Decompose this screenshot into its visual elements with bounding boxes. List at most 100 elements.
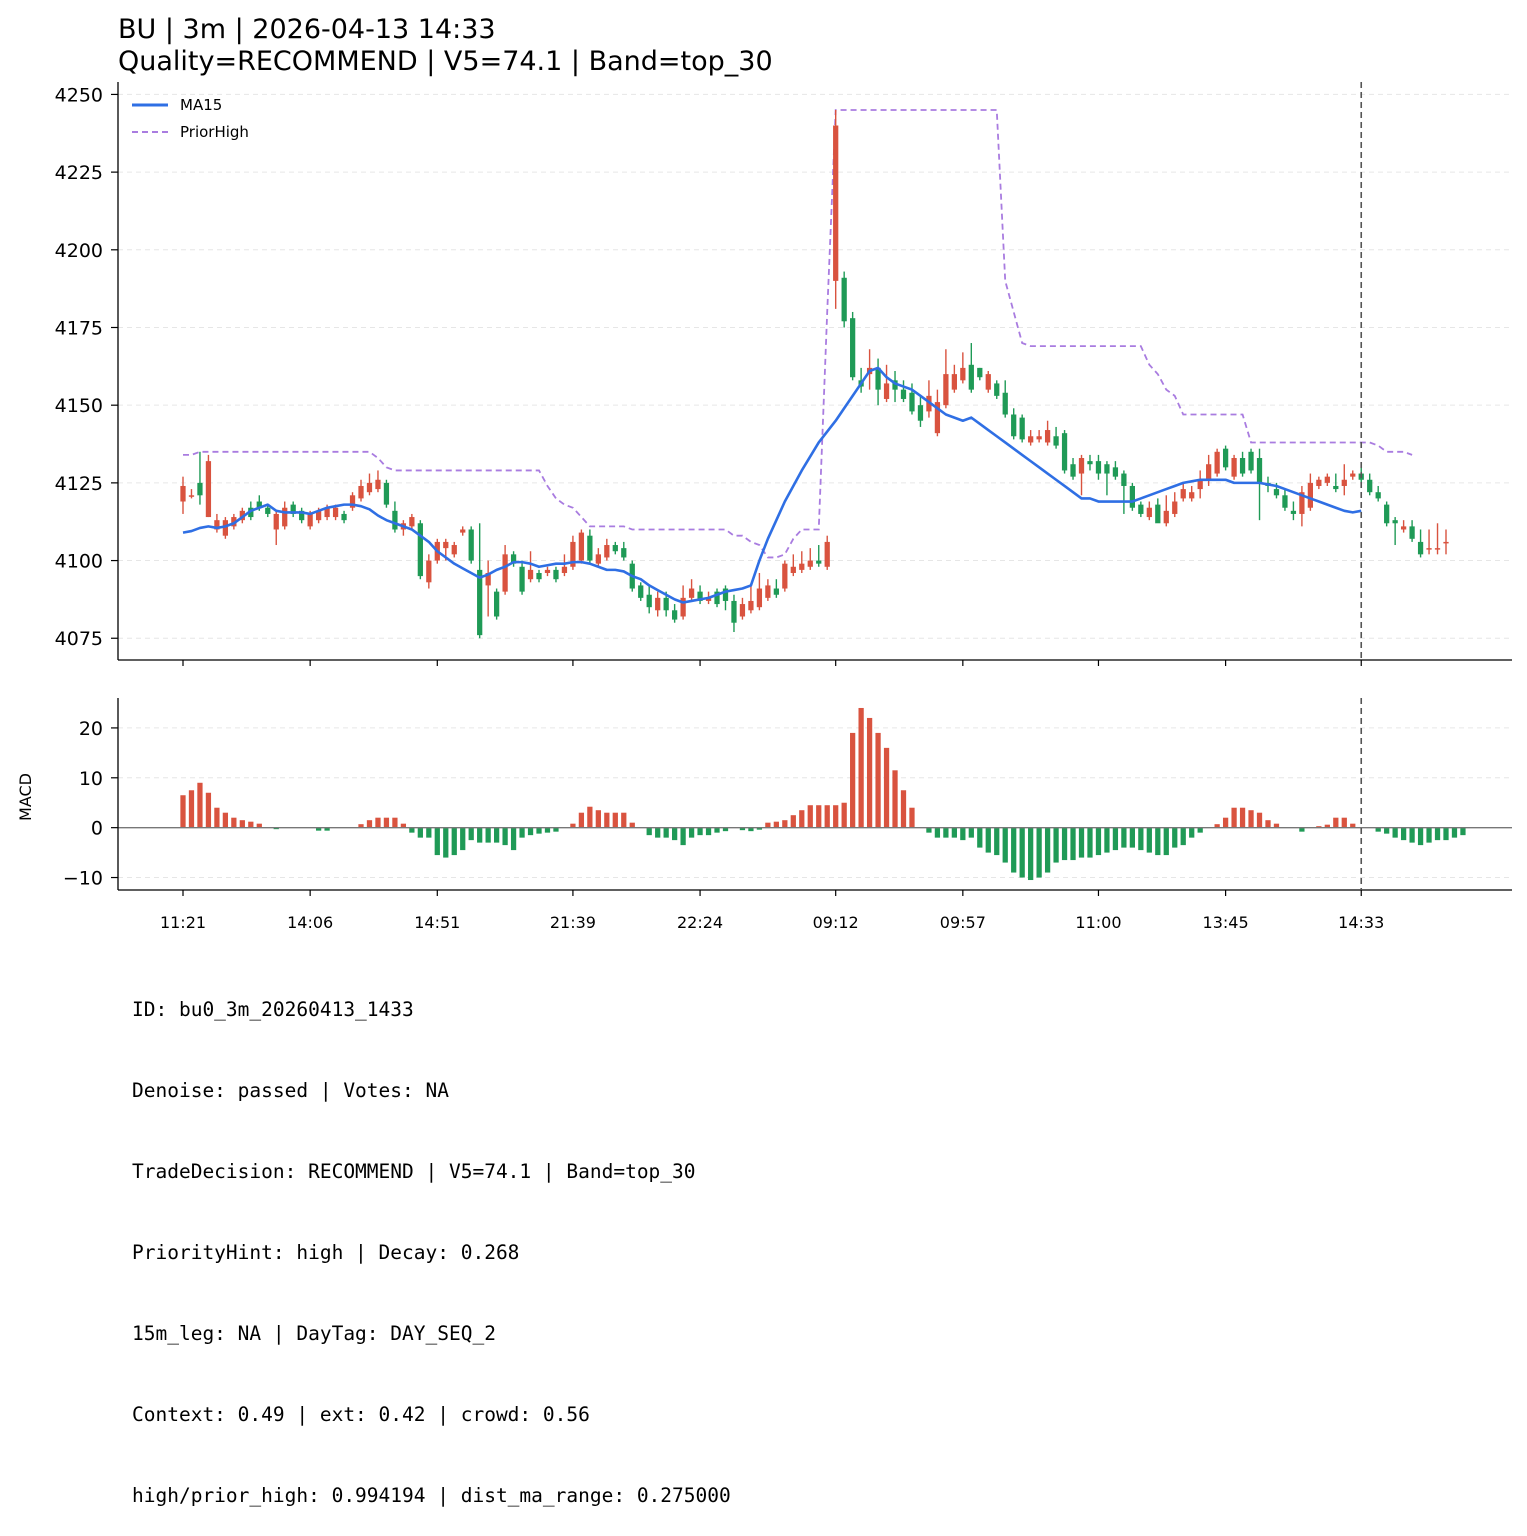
candle-body [256,501,262,508]
macd-bar [188,790,195,828]
candle-body [358,485,364,499]
macd-bar [977,827,983,848]
candle-body [688,588,695,598]
candle-body [943,374,949,406]
candle [1061,430,1068,474]
macd-bar [315,827,322,831]
info-priority: PriorityHint: high | Decay: 0.268 [132,1241,520,1264]
macd-bar [960,827,966,841]
candle-body [1206,464,1212,480]
macd-bar [1155,827,1161,856]
macd-bar [782,820,788,828]
macd-bar [1163,827,1169,856]
candle [1053,426,1059,449]
macd-bar [1002,827,1008,863]
macd-bar [1392,827,1398,838]
macd-bar [841,802,847,828]
candle-body [680,597,686,617]
macd-y-tick-label: 10 [79,768,103,790]
candle-body [214,520,220,530]
candle-body [1197,479,1203,490]
candle [502,545,508,595]
candle [824,535,830,570]
candle [273,510,279,546]
candle-body [1028,436,1034,443]
candle [1206,454,1212,486]
candle-body [1078,458,1085,474]
candle [1282,489,1288,511]
candle-body [1180,489,1186,499]
macd-bar [1443,827,1449,841]
candle [570,535,576,570]
candle [1316,476,1322,490]
candle [883,364,890,403]
macd-bar [985,827,991,853]
candle [561,554,568,577]
legend-priorhigh-label: PriorHigh [180,123,249,141]
candle [722,585,729,611]
candle-body [1409,526,1415,539]
candle-body [1214,451,1220,474]
candle-body [646,594,652,608]
macd-bar [663,827,669,838]
candle-body [799,563,805,570]
macd-bar [765,822,771,828]
candle [299,507,305,524]
candle [697,585,703,605]
macd-bar [875,732,881,828]
candle-body [341,513,347,521]
candle [1443,529,1449,555]
candle [765,579,771,601]
candle [1087,454,1093,471]
candle [731,594,737,633]
candle-body [1053,436,1059,446]
candle-body [510,554,517,564]
x-tick-label: 13:45 [1203,913,1249,932]
candle-body [1070,464,1076,477]
candle-body [816,560,822,564]
macd-bar [900,790,907,828]
candle-body [1426,548,1432,550]
candle-body [1282,495,1288,508]
candle-body [1129,485,1135,508]
candle [290,501,296,518]
candle [1078,454,1085,496]
price-y-tick-label: 4075 [55,628,103,650]
candle [1350,470,1356,480]
candle-body [883,383,890,399]
candle-body [222,520,229,536]
candle-body [1061,433,1068,471]
candle-body [451,545,457,555]
price-y-tick-label: 4250 [55,84,103,106]
candle [510,551,517,567]
candle [451,541,457,558]
candle-body [282,507,288,527]
candle-body [994,383,1000,396]
candle [985,371,991,393]
candle-body [909,392,915,412]
candle-body [850,318,856,378]
candle [1036,430,1042,443]
candle [1138,501,1144,518]
candle [417,520,423,580]
candle [468,526,474,564]
candle-body [502,554,508,592]
candle-body [833,125,839,281]
candle-body [392,510,398,530]
candle-body [977,367,983,378]
candle [1146,501,1152,521]
candle [527,551,534,583]
candle-body [1384,504,1390,524]
macd-y-axis-label: MACD [16,773,35,821]
candle-body [934,402,941,434]
macd-bar [231,817,237,828]
candle [977,367,983,381]
x-tick-label: 14:33 [1338,913,1384,932]
candle [383,479,390,508]
candle [460,526,466,536]
candle [646,585,652,614]
candle-body [443,541,449,549]
candle-body [307,513,313,527]
candle [1256,448,1263,521]
candle-body [265,507,271,514]
